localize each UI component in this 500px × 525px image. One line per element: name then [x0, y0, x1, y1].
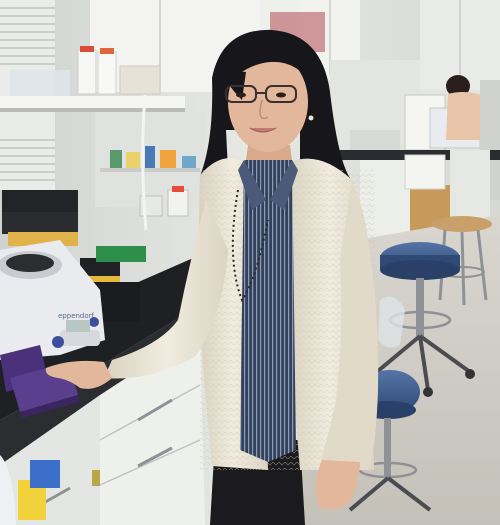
- shelf: [0, 96, 185, 110]
- cardigan-sleeve: [104, 200, 228, 379]
- foreground-coat: [0, 455, 16, 525]
- drawer-handle: [137, 446, 173, 468]
- cardigan-sleeve-right: [318, 180, 379, 470]
- centrifuge-brand: eppendorf: [58, 312, 95, 320]
- smile: [249, 127, 277, 133]
- face: [228, 52, 308, 152]
- background-person: [446, 75, 470, 97]
- centrifuge: eppendorf: [0, 240, 105, 360]
- necklace: [231, 189, 269, 303]
- key: [92, 470, 100, 486]
- glasses: [225, 85, 297, 103]
- tubing: [141, 94, 148, 231]
- shelf-bottles: [10, 46, 161, 96]
- blue-lab-stool: [367, 242, 475, 397]
- hand-right: [315, 460, 360, 510]
- back-lab: [330, 0, 500, 200]
- striped-shirt: [240, 160, 296, 462]
- drawer-handle: [137, 398, 173, 422]
- plastic-bag: [378, 296, 405, 348]
- blue-box: [30, 460, 60, 488]
- woman: [45, 29, 379, 525]
- reagent-shelf: [95, 112, 205, 217]
- earring: [308, 115, 314, 121]
- hand: [45, 360, 112, 389]
